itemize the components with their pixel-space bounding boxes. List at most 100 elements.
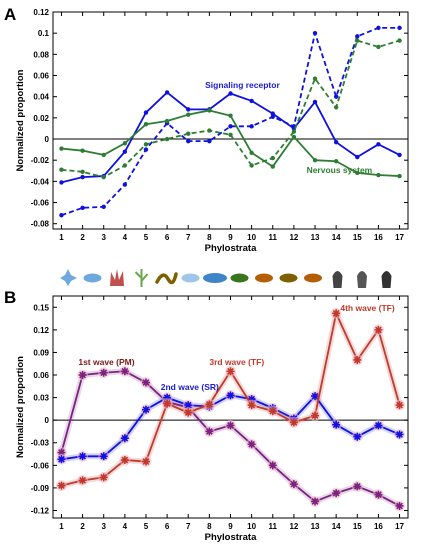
data-point — [120, 367, 129, 376]
data-point — [207, 128, 212, 133]
data-point — [122, 141, 128, 146]
data-point — [120, 456, 129, 465]
series-annotation: 4th wave (TF) — [340, 303, 394, 313]
data-point — [353, 482, 362, 491]
data-point — [143, 142, 149, 147]
y-tick-label: -0.06 — [31, 461, 50, 470]
panel-label: A — [4, 5, 16, 24]
monkey-icon — [381, 271, 392, 288]
data-point — [101, 152, 106, 158]
x-tick-label: 11 — [269, 522, 278, 531]
y-tick-label: 0.08 — [33, 50, 49, 59]
data-point — [395, 501, 404, 510]
y-tick-label: -0.02 — [31, 156, 50, 165]
data-point — [186, 138, 191, 144]
x-tick-label: 3 — [101, 522, 106, 531]
data-point — [270, 111, 275, 116]
y-tick-label: 0.03 — [33, 394, 49, 403]
x-axis-label: Phylostrata — [205, 532, 257, 543]
data-point — [59, 180, 64, 185]
data-point — [228, 124, 233, 129]
data-point — [205, 427, 214, 436]
data-point — [59, 167, 64, 172]
data-point — [207, 138, 212, 144]
data-point — [228, 91, 233, 96]
data-point — [333, 140, 339, 145]
data-point — [332, 420, 341, 429]
x-tick-label: 3 — [101, 233, 106, 242]
data-point — [312, 157, 318, 163]
y-tick-label: 0.12 — [33, 326, 49, 335]
data-point — [143, 122, 149, 127]
y-axis-label: Normalized proportion — [15, 356, 26, 458]
x-tick-label: 5 — [144, 522, 149, 531]
data-point — [397, 152, 402, 158]
data-point — [355, 38, 360, 43]
x-tick-label: 10 — [247, 233, 256, 242]
data-point — [332, 489, 341, 498]
data-point — [141, 457, 150, 466]
series-line — [61, 26, 400, 217]
data-point — [57, 448, 66, 457]
x-tick-label: 9 — [228, 522, 233, 531]
data-point — [247, 440, 256, 449]
series-annotation: 1st wave (PM) — [78, 357, 134, 367]
data-point — [228, 113, 233, 118]
data-point — [289, 418, 298, 427]
series-annotation: 2nd wave (SR) — [161, 382, 219, 392]
data-point — [376, 25, 381, 31]
data-point — [226, 391, 235, 400]
primate-icon — [332, 271, 343, 288]
x-tick-label: 4 — [123, 233, 128, 242]
y-tick-label: 0.15 — [33, 303, 49, 312]
y-tick-label: -0.06 — [31, 199, 50, 208]
data-point — [184, 408, 193, 417]
data-point — [270, 155, 275, 161]
protist-icon — [83, 273, 102, 283]
data-point — [395, 430, 404, 439]
data-point — [205, 400, 214, 409]
x-tick-label: 13 — [311, 522, 320, 531]
data-point — [312, 76, 318, 81]
x-tick-label: 12 — [289, 522, 298, 531]
amoeba-icon — [60, 269, 77, 286]
x-tick-label: 13 — [311, 233, 320, 242]
data-point — [268, 461, 277, 470]
y-tick-label: -0.03 — [31, 439, 50, 448]
data-point — [101, 204, 106, 209]
data-point — [247, 395, 256, 404]
data-point — [376, 44, 381, 50]
data-point — [333, 159, 339, 164]
data-point — [228, 132, 233, 137]
x-tick-label: 15 — [353, 233, 362, 242]
data-point — [311, 497, 320, 506]
data-point — [186, 131, 191, 136]
data-point — [164, 90, 170, 95]
series-annotation: Nervous system — [307, 165, 373, 175]
y-tick-label: -0.09 — [31, 484, 50, 493]
y-tick-label: -0.04 — [31, 177, 50, 186]
x-tick-label: 2 — [80, 522, 85, 531]
panel-b: -0.12 -0.09 -0.06 -0.03 0 0.03 0.06 0.09 0.12 0.1… — [4, 288, 409, 543]
data-point — [143, 110, 149, 115]
lancelet-icon — [181, 273, 200, 283]
worm-icon — [155, 272, 178, 285]
x-tick-label: 10 — [247, 522, 256, 531]
plant-icon — [134, 269, 149, 287]
data-point — [141, 405, 150, 414]
data-point — [80, 169, 85, 175]
organism-strip — [60, 269, 392, 288]
data-point — [164, 118, 170, 124]
x-tick-label: 16 — [374, 522, 383, 531]
panel-a: -0.08 -0.06 -0.04 -0.02 0 0.02 0.04 0.06 0.08 0.1… — [4, 5, 409, 254]
x-tick-label: 1 — [59, 233, 64, 242]
data-point — [59, 146, 64, 151]
y-tick-label: 0.04 — [33, 93, 49, 102]
data-point — [122, 163, 128, 168]
series-line — [61, 39, 400, 179]
data-point — [120, 434, 129, 443]
data-point — [397, 25, 402, 31]
lizard-icon — [230, 273, 249, 283]
data-point — [291, 129, 297, 134]
